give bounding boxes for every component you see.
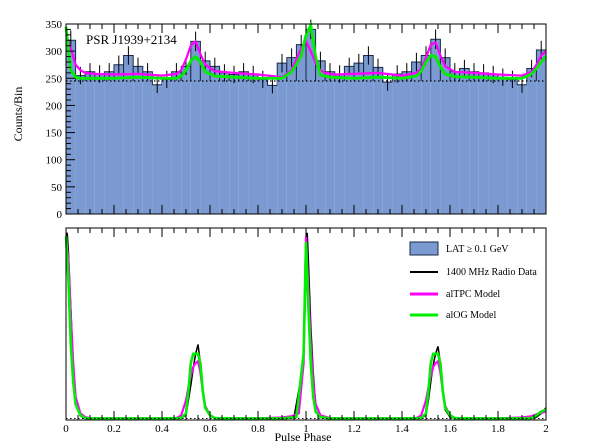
hist-bar (171, 71, 182, 215)
top-histogram (65, 28, 547, 215)
y-tick-label: 150 (46, 128, 63, 140)
legend-lat-label: LAT ≥ 0.1 GeV (446, 244, 509, 255)
hist-bar (210, 66, 220, 214)
hist-bar (402, 71, 412, 215)
legend-altpc-label: alTPC Model (446, 289, 500, 300)
pulsar-name-annotation: PSR J1939+2134 (86, 32, 177, 47)
hist-bar (440, 57, 450, 215)
hist-bar (498, 77, 508, 214)
x-tick-label: 0 (63, 423, 69, 435)
hist-bar (344, 66, 354, 214)
x-tick-label: 1.2 (347, 423, 361, 435)
hist-bar (277, 63, 287, 215)
hist-bar (526, 68, 537, 214)
hist-bar (325, 71, 335, 215)
hist-bar (306, 29, 316, 214)
legend-aog-label: alOG Model (446, 310, 496, 321)
hist-bar (430, 39, 441, 215)
hist-bar (517, 84, 527, 214)
hist-bar (488, 74, 498, 214)
top-panel: 0 50 100 150 200 250 300 350 PSR J1939+2134 Cou… (11, 19, 548, 221)
hist-bar (200, 60, 210, 214)
x-axis-label: Pulse Phase (275, 430, 332, 444)
hist-bar (478, 72, 489, 214)
hist-bar (373, 67, 383, 214)
hist-bar (411, 62, 422, 214)
hist-bar (94, 73, 105, 214)
hist-bar (507, 79, 518, 214)
hist-bar (459, 68, 470, 214)
hist-bar (469, 71, 479, 215)
hist-bar (181, 66, 191, 214)
top-y-axis: 0 50 100 150 200 250 300 350 (46, 19, 75, 221)
bottom-panel: 0 0.2 0.4 0.6 0.8 1 1.2 1.4 1.6 1.8 2 Pulse Phase … (63, 227, 549, 444)
hist-bar (219, 72, 230, 214)
bottom-aog-model-line (64, 236, 547, 420)
y-tick-label: 50 (51, 182, 63, 194)
hist-bar (392, 73, 402, 214)
hist-bar (75, 75, 86, 214)
hist-bar (152, 84, 162, 214)
x-tick-label: 1.8 (491, 423, 505, 435)
hist-bar (334, 73, 345, 214)
bottom-x-axis: 0 0.2 0.4 0.6 0.8 1 1.2 1.4 1.6 1.8 2 (63, 228, 549, 435)
hist-bar (162, 79, 172, 214)
hist-bar (238, 71, 249, 215)
y-tick-label: 350 (46, 19, 63, 31)
x-tick-label: 0.6 (203, 423, 217, 435)
x-tick-label: 1 (303, 423, 309, 435)
hist-bar (421, 55, 431, 214)
hist-bar (536, 50, 546, 214)
y-tick-label: 200 (46, 100, 63, 112)
hist-bar (133, 66, 143, 214)
y-tick-label: 300 (46, 46, 63, 58)
top-x-axis-ticks (65, 24, 547, 214)
y-tick-label: 0 (57, 209, 63, 221)
hist-bar (248, 74, 258, 214)
hist-bar (286, 57, 297, 215)
hist-bar (123, 55, 134, 214)
x-tick-label: 0.4 (155, 423, 169, 435)
hist-bar (267, 85, 278, 214)
hist-bar (85, 71, 95, 215)
hist-bar (315, 60, 326, 214)
top-aog-model-line (64, 20, 548, 80)
x-tick-label: 1.6 (443, 423, 457, 435)
top-altpc-model-line (64, 34, 547, 79)
hist-bar (114, 64, 124, 214)
hist-bar (363, 55, 374, 214)
x-tick-label: 2 (543, 423, 549, 435)
hist-bar (190, 41, 201, 214)
legend: LAT ≥ 0.1 GeV 1400 MHz Radio Data alTPC … (409, 241, 537, 321)
hist-bar (229, 74, 239, 214)
hist-bar (296, 44, 306, 214)
hist-bar (258, 79, 268, 214)
x-tick-label: 0.8 (251, 423, 265, 435)
hist-bar (104, 71, 114, 215)
legend-radio-label: 1400 MHz Radio Data (446, 267, 537, 278)
hist-bar (354, 63, 364, 215)
y-tick-label: 250 (46, 73, 63, 85)
y-tick-label: 100 (46, 155, 63, 167)
hist-bar (142, 71, 153, 215)
x-tick-label: 1.4 (395, 423, 409, 435)
hist-bar (382, 82, 393, 214)
x-tick-label: 0.2 (107, 423, 121, 435)
hist-bar (450, 71, 460, 215)
y-axis-label: Counts/Bin (11, 87, 25, 142)
legend-lat-swatch (409, 241, 439, 256)
